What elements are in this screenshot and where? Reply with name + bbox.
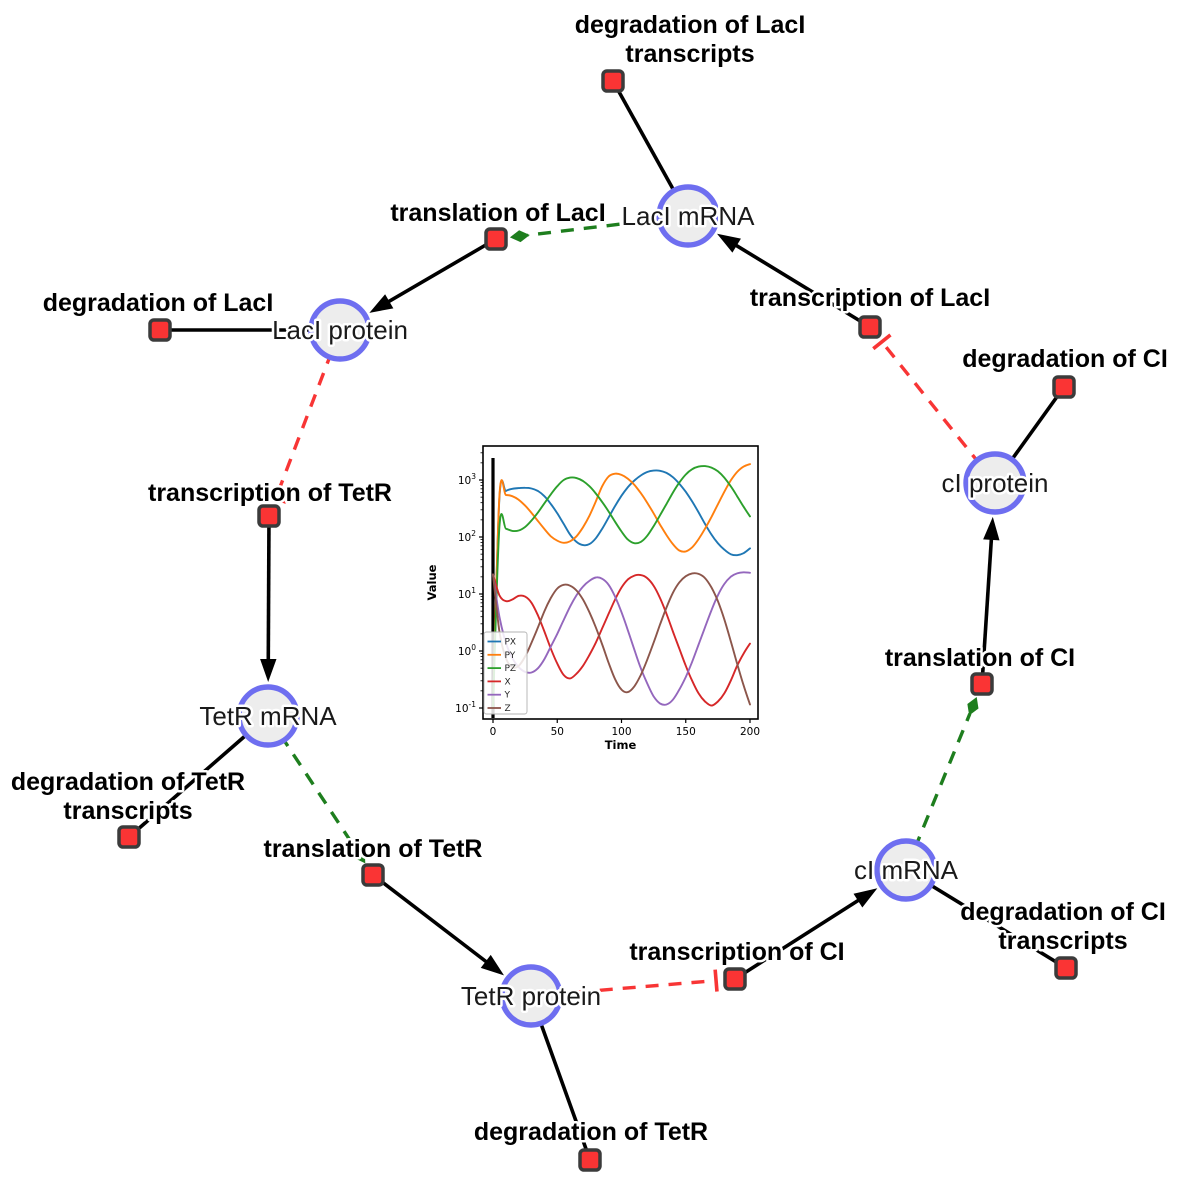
legend-item-PY: PY bbox=[505, 651, 516, 661]
legend-item-PZ: PZ bbox=[505, 664, 517, 674]
x-tick-150: 150 bbox=[676, 726, 696, 738]
reaction-tc-laci[interactable] bbox=[858, 315, 882, 339]
edge-tc_tetr-tetr_mrna-production bbox=[260, 515, 277, 683]
inhibition-tbar-icon bbox=[264, 492, 287, 504]
label-deg-laci-tx-line2: transcripts bbox=[625, 40, 754, 68]
label-layer: LacI mRNA LacI protein cI protein TetR mRNA… bbox=[8, 9, 1170, 1149]
arrowhead-icon bbox=[983, 516, 1000, 541]
label-ci-mrna: cI mRNA bbox=[854, 855, 959, 885]
y-tick-1e1: 101 bbox=[458, 586, 476, 601]
node-layer bbox=[117, 69, 1078, 1172]
arrowhead-icon bbox=[369, 294, 394, 313]
label-deg-tetr-tx-line2: transcripts bbox=[63, 797, 192, 825]
species-laci-mrna[interactable] bbox=[656, 184, 720, 248]
species-laci-protein[interactable] bbox=[308, 298, 372, 362]
x-tick-50: 50 bbox=[551, 726, 564, 738]
chart-x-axis-label: Time bbox=[605, 738, 637, 752]
reaction-tl-ci[interactable] bbox=[970, 672, 994, 696]
chart-series-PX bbox=[492, 469, 751, 709]
edge-tc_ci-ci_mrna-production bbox=[734, 888, 878, 981]
edge-tl_ci-ci_protein-production bbox=[980, 516, 1000, 685]
inset-chart: 0 50 100 150 20010-1100101102103TimeValuePXP… bbox=[425, 445, 760, 752]
modifier-diamond-icon bbox=[354, 846, 366, 864]
reaction-tl-tetr[interactable] bbox=[361, 863, 385, 887]
label-deg-tetr-tx-line1: degradation of TetR bbox=[11, 768, 245, 796]
modifier-diamond-icon bbox=[967, 696, 979, 716]
species-ci-mrna[interactable] bbox=[874, 838, 938, 902]
edge-tc_laci-laci_mrna-production bbox=[717, 233, 871, 329]
label-laci-protein: LacI protein bbox=[272, 315, 408, 345]
chart-series-layer bbox=[492, 463, 751, 709]
arrowhead-icon bbox=[260, 658, 277, 683]
species-tetr-mrna[interactable] bbox=[236, 684, 300, 748]
label-deg-ci-tx-line1: degradation of CI bbox=[960, 898, 1166, 926]
chart-y-axis-label: Value bbox=[425, 564, 439, 600]
reaction-deg-tetr[interactable] bbox=[578, 1148, 602, 1172]
chart-series-PY bbox=[492, 463, 751, 709]
species-ci-protein[interactable] bbox=[963, 451, 1027, 515]
reaction-tl-laci[interactable] bbox=[484, 227, 508, 251]
label-tl-ci: translation of CI bbox=[885, 644, 1075, 672]
label-tetr-mrna: TetR mRNA bbox=[199, 701, 337, 731]
label-tl-laci: translation of LacI bbox=[390, 199, 605, 227]
reaction-deg-laci[interactable] bbox=[148, 318, 172, 342]
y-tick-1e3: 103 bbox=[458, 472, 476, 487]
modifier-diamond-icon bbox=[509, 230, 530, 243]
label-deg-laci: degradation of LacI bbox=[43, 289, 274, 317]
x-tick-0: 0 bbox=[490, 726, 497, 738]
y-tick-1e0: 100 bbox=[458, 643, 476, 658]
reaction-tc-tetr[interactable] bbox=[257, 504, 281, 528]
legend-item-Z: Z bbox=[505, 704, 511, 714]
legend-item-PX: PX bbox=[505, 638, 517, 648]
arrowhead-icon bbox=[853, 888, 878, 908]
label-tc-laci: transcription of LacI bbox=[750, 284, 990, 312]
x-tick-100: 100 bbox=[611, 726, 631, 738]
edge-tl_tetr-tetr_protein-production bbox=[371, 873, 505, 976]
chart-series-X bbox=[492, 573, 751, 707]
label-deg-ci-tx-line2: transcripts bbox=[998, 927, 1127, 955]
label-tl-tetr: translation of TetR bbox=[264, 835, 483, 863]
reaction-deg-tetr-tx[interactable] bbox=[117, 825, 141, 849]
label-deg-laci-tx-line1: degradation of LacI bbox=[575, 11, 806, 39]
label-deg-tetr: degradation of TetR bbox=[474, 1118, 708, 1146]
legend-item-Y: Y bbox=[504, 691, 511, 701]
label-tc-ci: transcription of CI bbox=[629, 938, 844, 966]
label-laci-mrna: LacI mRNA bbox=[622, 201, 756, 231]
x-tick-200: 200 bbox=[740, 726, 760, 738]
arrowhead-icon bbox=[480, 954, 505, 976]
chart-series-Y bbox=[492, 571, 751, 706]
species-tetr-protein[interactable] bbox=[499, 964, 563, 1028]
reaction-deg-laci-tx[interactable] bbox=[601, 69, 625, 93]
chart-legend: PX PY PZ XYZ bbox=[483, 631, 528, 715]
legend-item-X: X bbox=[505, 677, 511, 687]
label-ci-protein: cI protein bbox=[942, 468, 1049, 498]
chart-series-PZ bbox=[492, 465, 751, 709]
inhibition-tbar-icon bbox=[713, 969, 719, 992]
label-tetr-protein: TetR protein bbox=[461, 981, 601, 1011]
label-deg-ci: degradation of CI bbox=[962, 345, 1168, 373]
y-tick-1e-1: 10-1 bbox=[455, 700, 476, 715]
reaction-deg-ci-tx[interactable] bbox=[1054, 956, 1078, 980]
arrowhead-icon bbox=[717, 233, 741, 253]
reaction-tc-ci[interactable] bbox=[723, 967, 747, 991]
y-tick-1e2: 102 bbox=[458, 529, 476, 544]
inhibition-tbar-icon bbox=[872, 333, 892, 351]
label-tc-tetr: transcription of TetR bbox=[148, 479, 392, 507]
chart-series-Z bbox=[492, 572, 751, 706]
chart-frame bbox=[482, 445, 759, 720]
edge-tl_laci-laci_protein-production bbox=[369, 237, 497, 313]
reaction-deg-ci[interactable] bbox=[1052, 375, 1076, 399]
